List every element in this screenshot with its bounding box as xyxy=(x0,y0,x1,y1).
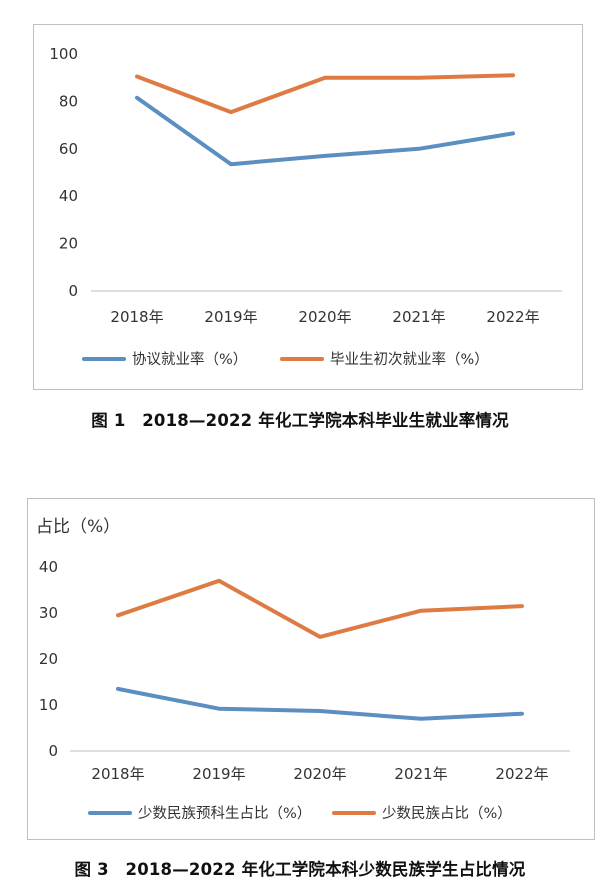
x-tick-label: 2020年 xyxy=(293,765,346,783)
y-tick-label: 100 xyxy=(49,45,78,63)
legend-label-2: 毕业生初次就业率（%） xyxy=(330,351,489,368)
x-tick-label: 2022年 xyxy=(495,765,548,783)
legend-label-1: 少数民族预科生占比（%） xyxy=(138,805,311,822)
legend-label-1: 协议就业率（%） xyxy=(132,351,247,368)
y-tick-label: 0 xyxy=(48,742,58,760)
x-tick-label: 2021年 xyxy=(394,765,447,783)
x-tick-label: 2020年 xyxy=(298,308,351,326)
series-line-1 xyxy=(116,686,524,721)
x-tick-label: 2021年 xyxy=(392,308,445,326)
y-tick-label: 80 xyxy=(59,92,78,110)
x-tick-label: 2022年 xyxy=(486,308,539,326)
series-line-2 xyxy=(135,73,515,115)
y-tick-label: 10 xyxy=(39,696,58,714)
x-tick-label: 2018年 xyxy=(91,765,144,783)
series-line-1 xyxy=(135,95,515,167)
legend-label-2: 少数民族占比（%） xyxy=(382,805,512,822)
y-tick-label: 20 xyxy=(59,235,78,253)
figure-3-caption: 图 3 2018—2022 年化工学院本科少数民族学生占比情况 xyxy=(74,860,526,879)
figure-1-caption: 图 1 2018—2022 年化工学院本科毕业生就业率情况 xyxy=(91,411,509,430)
y-tick-label: 40 xyxy=(59,187,78,205)
y-tick-label: 30 xyxy=(39,604,58,622)
y-axis-label: 占比（%） xyxy=(36,517,120,537)
x-tick-label: 2019年 xyxy=(204,308,257,326)
x-tick-label: 2019年 xyxy=(192,765,245,783)
employment-rate-chart: 0 20 40 60 80 100 2018年 2019年 2020年 2021年 2022年协议就… xyxy=(49,45,562,368)
y-tick-label: 0 xyxy=(68,282,78,300)
chart2-frame xyxy=(27,498,595,840)
minority-share-chart: 0 10 20 30 40 2018年 2019年 2020年 2021年 2022年 占比（%） 少… xyxy=(36,517,570,822)
x-tick-label: 2018年 xyxy=(110,308,163,326)
y-tick-label: 20 xyxy=(39,650,58,668)
y-tick-label: 40 xyxy=(39,558,58,576)
y-tick-label: 60 xyxy=(59,140,78,158)
series-line-2 xyxy=(116,578,524,639)
